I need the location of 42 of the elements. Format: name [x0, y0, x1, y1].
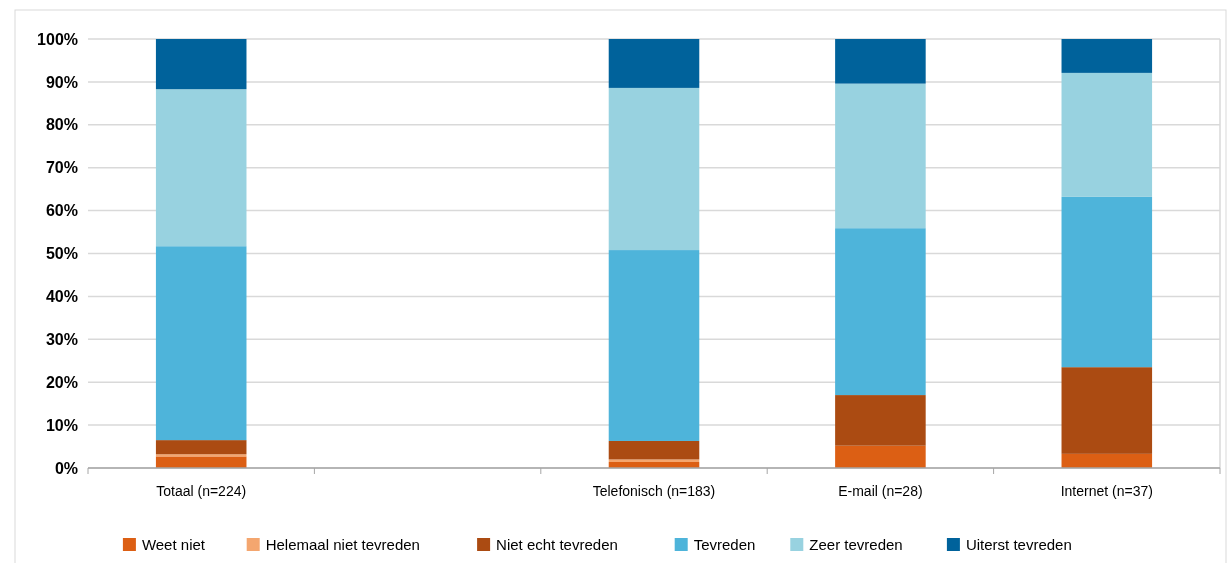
- legend-label: Tevreden: [693, 536, 756, 554]
- bar: [155, 89, 247, 247]
- bar: [1061, 39, 1153, 73]
- bar: [835, 395, 926, 446]
- bar: [608, 250, 700, 441]
- y-tick-label: 10%: [45, 416, 78, 434]
- bar: [1061, 367, 1153, 454]
- legend-label: Helemaal niet tevreden: [265, 536, 420, 554]
- bar: [835, 228, 926, 396]
- y-tick-label: 80%: [45, 116, 78, 134]
- y-tick-label: 20%: [45, 373, 78, 391]
- legend-label: Niet echt tevreden: [496, 536, 618, 554]
- bar: [608, 459, 700, 462]
- y-tick-label: 0%: [54, 459, 78, 477]
- bar: [608, 39, 700, 88]
- legend-label: Uiterst tevreden: [965, 536, 1072, 554]
- bar: [835, 445, 926, 468]
- y-tick-label: 30%: [45, 330, 78, 348]
- y-tick-label: 50%: [45, 245, 78, 263]
- bar: [155, 440, 247, 455]
- bar: [608, 87, 700, 251]
- bar: [155, 246, 247, 441]
- bar: [155, 39, 247, 90]
- bar: [1061, 196, 1153, 368]
- y-tick-label: 60%: [45, 202, 78, 220]
- x-tick-label: Telefonisch (n=183): [592, 483, 716, 499]
- bar: [835, 39, 926, 84]
- x-tick-label: E-mail (n=28): [838, 483, 923, 499]
- bar: [1061, 72, 1153, 197]
- x-tick-label: Internet (n=37): [1060, 483, 1153, 499]
- y-tick-label: 90%: [45, 73, 78, 91]
- legend-label: Zeer tevreden: [809, 536, 903, 554]
- bar: [835, 83, 926, 229]
- legend-label: Weet niet: [141, 536, 206, 554]
- bar: [155, 454, 247, 457]
- y-tick-label: 100%: [37, 30, 78, 48]
- bar: [1061, 453, 1153, 468]
- y-tick-label: 70%: [45, 159, 78, 177]
- bar: [155, 456, 247, 468]
- y-tick-label: 40%: [45, 288, 78, 305]
- bar: [608, 440, 700, 460]
- x-tick-label: Totaal (n=224): [156, 483, 247, 499]
